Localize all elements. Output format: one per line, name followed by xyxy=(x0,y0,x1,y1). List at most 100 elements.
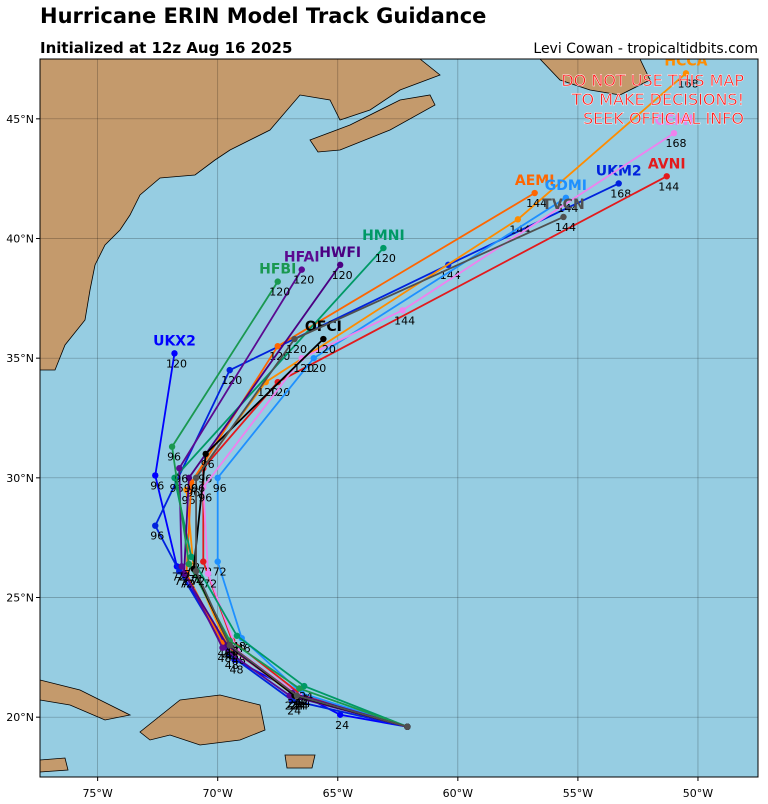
hour-label: 72 xyxy=(177,570,191,583)
hour-label: 144 xyxy=(509,223,530,236)
hour-label: 120 xyxy=(269,386,290,399)
track-point xyxy=(176,465,183,472)
hour-label: 96 xyxy=(167,451,181,464)
hour-label: 168 xyxy=(610,187,631,200)
track-point xyxy=(682,70,690,77)
model-name: TVCN xyxy=(542,197,584,213)
model-name: HMNI xyxy=(362,228,405,244)
hour-label: 24 xyxy=(292,700,306,713)
track-point xyxy=(296,685,303,692)
model-name: GDMI xyxy=(545,178,587,194)
frame xyxy=(39,58,759,778)
hour-label: 144 xyxy=(658,180,679,193)
track-point xyxy=(214,474,221,482)
hour-label: 120 xyxy=(305,362,326,375)
hour-label: 72 xyxy=(174,575,188,588)
track-point xyxy=(168,443,176,450)
track-point xyxy=(300,682,308,690)
y-tick-label: 25°N xyxy=(6,592,34,605)
x-tick-label: 70°W xyxy=(203,787,233,800)
hour-label: 48 xyxy=(225,649,239,662)
warning-line: DO NOT USE THIS MAP xyxy=(561,71,744,90)
hour-label: 120 xyxy=(332,269,353,282)
y-tick-label: 35°N xyxy=(6,352,34,365)
hour-label: 120 xyxy=(269,286,290,299)
track-point xyxy=(185,474,193,482)
track-point xyxy=(514,216,522,223)
tracks: 24 48 72 96 120 UKX2 24 48 72 96 120 144 168 UKM2 24 48… xyxy=(150,59,707,732)
credit: Levi Cowan - tropicaltidbits.com xyxy=(533,41,758,57)
hour-label: 48 xyxy=(225,659,239,672)
track-point xyxy=(560,213,567,221)
hour-label: 144 xyxy=(555,221,576,234)
hour-label: 96 xyxy=(150,479,164,492)
track-point xyxy=(336,711,344,718)
track-point xyxy=(293,692,301,699)
track-point xyxy=(404,723,411,730)
hour-label: 96 xyxy=(198,472,212,485)
hour-label: 24 xyxy=(335,719,349,732)
model-name: AVNI xyxy=(648,156,686,172)
hour-label: 120 xyxy=(166,357,187,370)
track-point xyxy=(226,642,233,649)
hour-label: 24 xyxy=(290,700,304,713)
y-tick-label: 30°N xyxy=(6,472,34,485)
track-point xyxy=(274,278,281,285)
track-point xyxy=(185,560,193,568)
track-point xyxy=(380,244,387,252)
track-point xyxy=(176,567,183,575)
model-name: UKM2 xyxy=(596,163,642,179)
hour-label: 48 xyxy=(222,649,236,662)
track-point xyxy=(531,189,538,197)
track-point xyxy=(615,180,622,187)
track-point xyxy=(152,472,159,479)
track-point xyxy=(214,558,221,565)
track-point xyxy=(288,697,296,704)
hour-label: 120 xyxy=(293,362,314,375)
hour-label: 24 xyxy=(285,700,299,713)
y-tick-label: 40°N xyxy=(6,233,34,246)
track-point xyxy=(192,567,200,575)
x-tick-label: 50°W xyxy=(683,787,713,800)
hour-label: 48 xyxy=(218,652,232,665)
hour-label: 96 xyxy=(150,530,164,543)
track-point xyxy=(219,644,226,651)
land xyxy=(40,59,651,773)
y-tick-label: 20°N xyxy=(6,711,34,724)
hour-label: 24 xyxy=(292,700,306,713)
hour-label: 72 xyxy=(203,578,217,591)
track-point xyxy=(562,194,570,202)
track-point xyxy=(670,129,678,137)
track-point xyxy=(188,553,195,561)
track-point xyxy=(192,474,200,482)
hour-label: 48 xyxy=(222,649,236,662)
track-point xyxy=(663,173,670,180)
hour-label: 72 xyxy=(191,575,205,588)
track-point xyxy=(298,266,305,273)
hour-label: 96 xyxy=(191,482,205,495)
hour-label: 144 xyxy=(526,197,547,210)
hour-label: 24 xyxy=(287,704,301,717)
hour-label: 120 xyxy=(286,343,307,356)
track-point xyxy=(399,307,406,314)
hour-label: 48 xyxy=(225,649,239,662)
hour-label: 168 xyxy=(677,77,698,90)
track-point xyxy=(200,558,207,565)
model-name: HFBI xyxy=(259,262,296,278)
x-tick-label: 65°W xyxy=(323,787,353,800)
track-point xyxy=(188,479,195,486)
hour-label: 168 xyxy=(665,137,686,150)
hour-label: 24 xyxy=(294,700,308,713)
track-point xyxy=(291,335,298,343)
track-line xyxy=(173,247,408,728)
track-point xyxy=(233,632,241,639)
track-point xyxy=(202,450,209,458)
track-point xyxy=(171,350,178,357)
model-name: CEMI xyxy=(654,113,693,129)
model-name: HFAI xyxy=(284,250,320,266)
hour-label: 120 xyxy=(315,343,336,356)
track-point xyxy=(204,570,212,577)
model-name: UKX2 xyxy=(153,333,196,349)
model-name: HWFI xyxy=(319,245,361,261)
